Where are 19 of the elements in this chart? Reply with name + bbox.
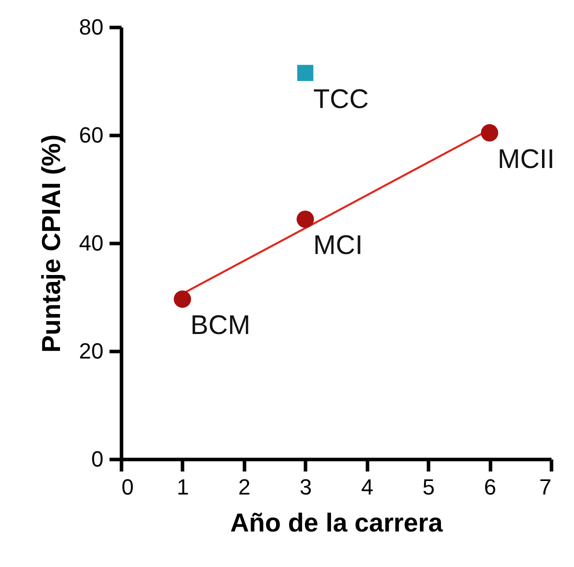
x-tick-label: 1: [176, 474, 190, 500]
y-tick-label: 20: [79, 338, 104, 364]
annotation: MCII: [498, 144, 555, 174]
x-tick-label: 6: [484, 474, 496, 500]
x-tick-label: 2: [238, 474, 250, 500]
y-tick-label: 0: [91, 446, 104, 472]
annotation: TCC: [313, 84, 369, 114]
y-tick-label: 80: [79, 14, 104, 40]
x-tick-label: 3: [300, 474, 312, 500]
y-tick-label: 60: [79, 122, 104, 148]
annotation: MCI: [313, 230, 363, 260]
x-tick-label: 4: [361, 474, 374, 500]
x-tick-label: 0: [122, 474, 134, 500]
x-axis-title: Año de la carrera: [230, 508, 444, 538]
x-tick-label: 7: [539, 474, 552, 500]
y-axis-title: Puntaje CPIAI (%): [36, 134, 66, 353]
annotation: BCM: [190, 310, 250, 340]
y-tick-label: 40: [79, 230, 104, 256]
x-tick-label: 5: [422, 474, 435, 500]
